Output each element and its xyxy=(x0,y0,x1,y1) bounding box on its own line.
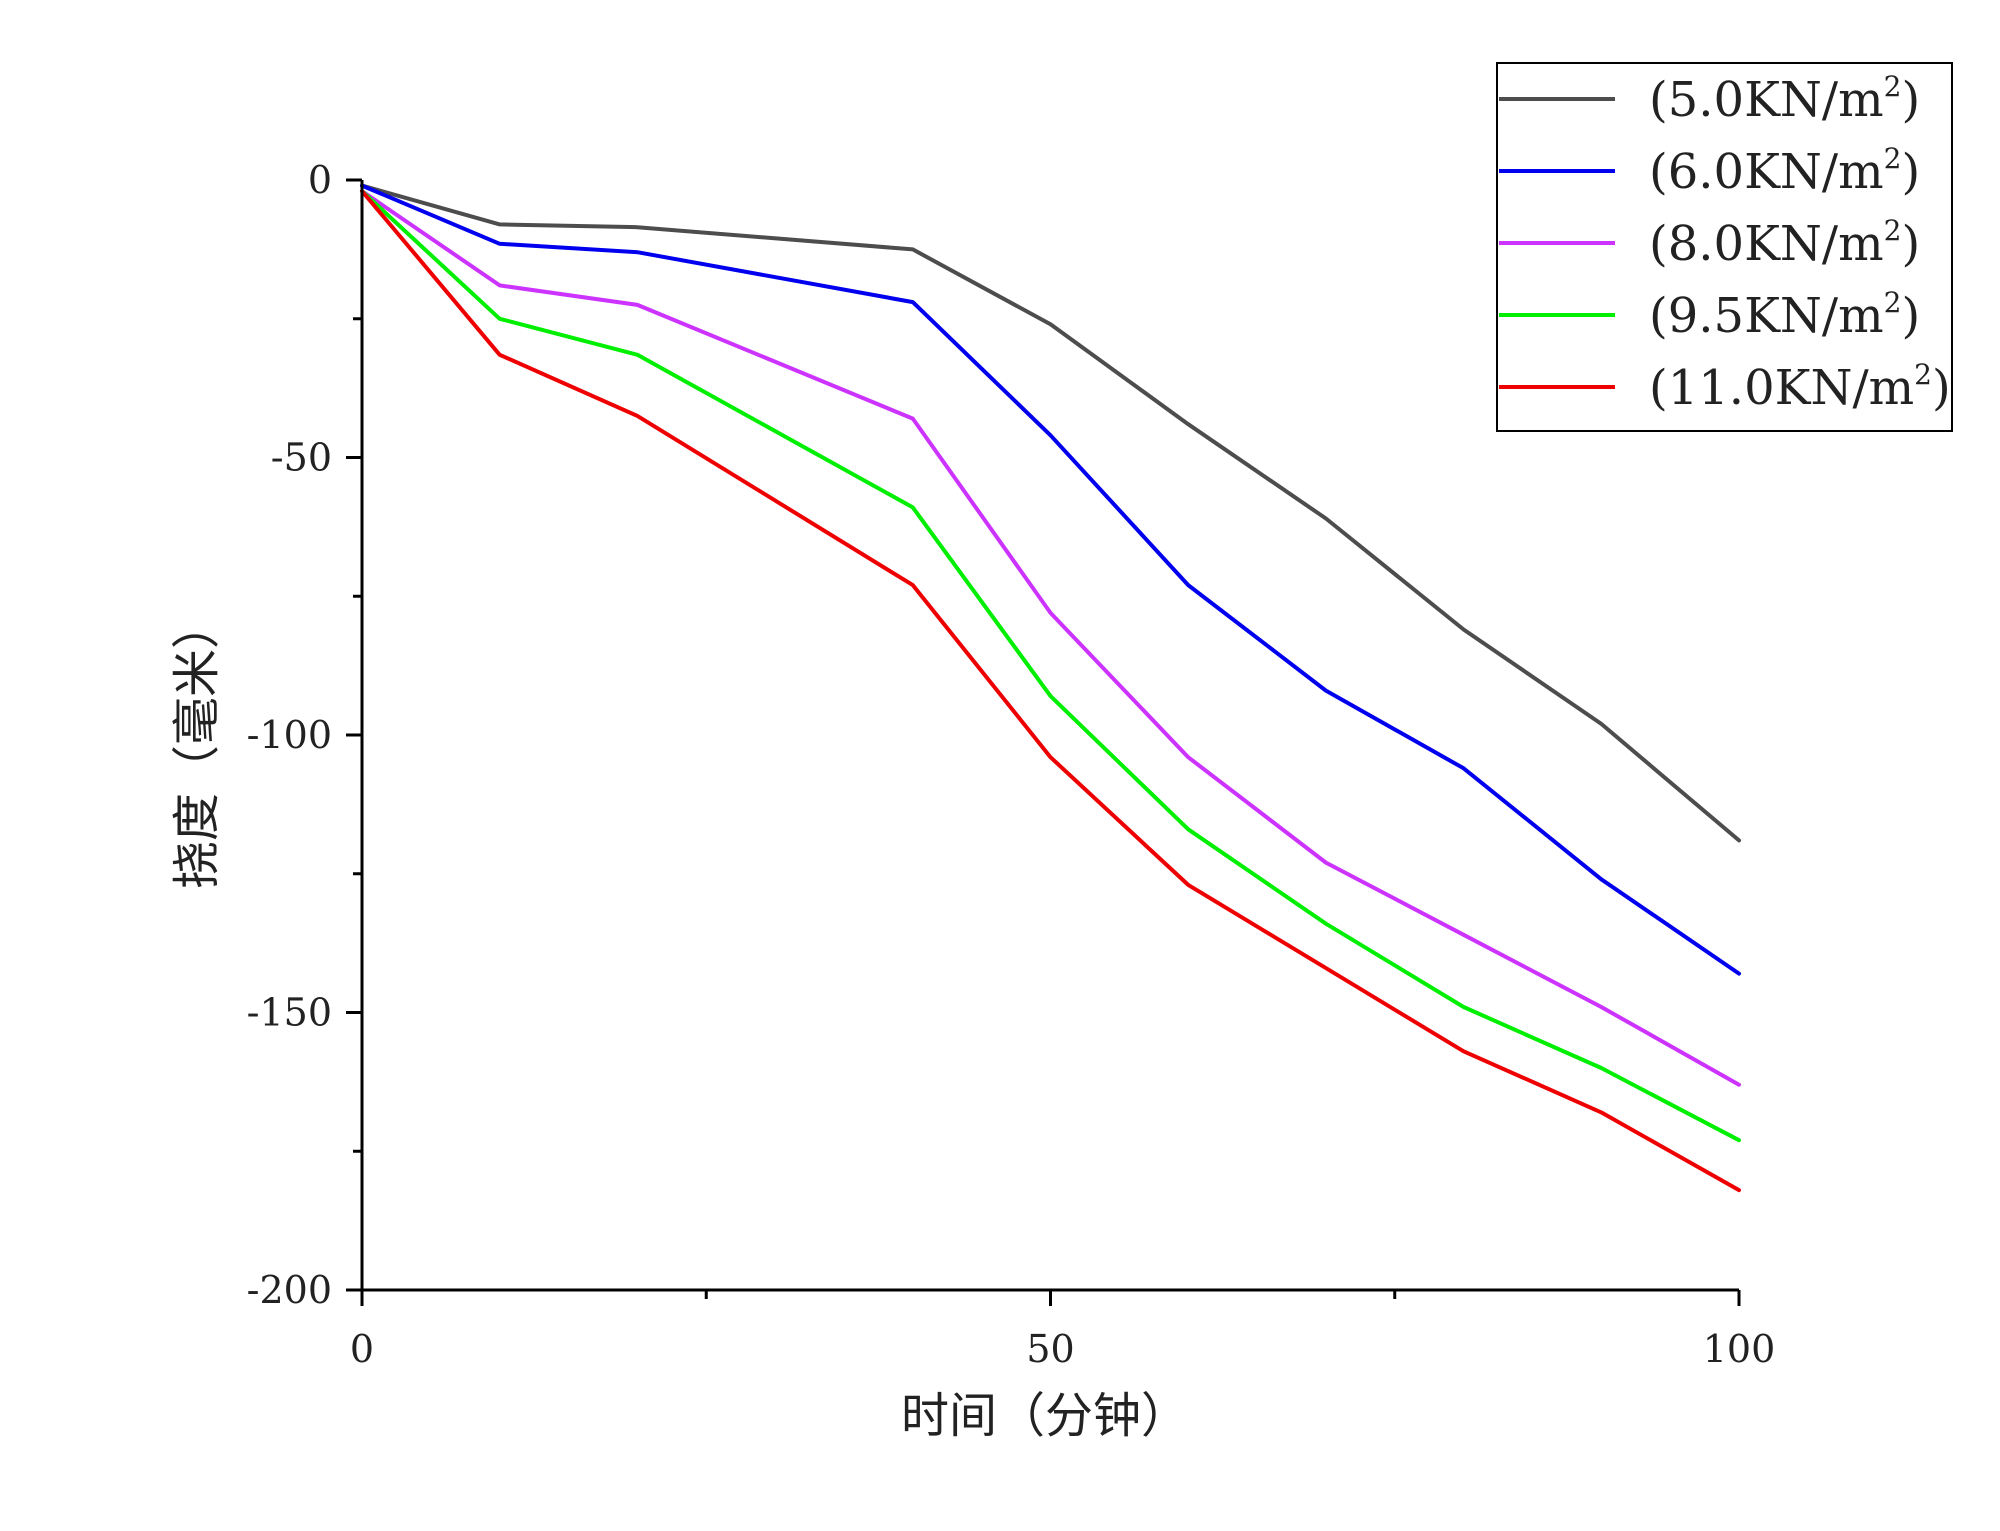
x-tick-label: 50 xyxy=(1026,1327,1074,1371)
y-tick-label: -200 xyxy=(247,1268,332,1312)
legend-label-2: (6.0KN/m2) xyxy=(1649,142,1920,200)
legend-label-1: (5.0KN/m2) xyxy=(1649,70,1920,128)
x-tick-label: 0 xyxy=(350,1327,374,1371)
y-tick-label: -100 xyxy=(247,713,332,757)
legend: (5.0KN/m2) (6.0KN/m2) (8.0KN/m2) (9.5KN/m2)… xyxy=(1496,62,1953,432)
x-tick-label: 100 xyxy=(1703,1327,1776,1371)
series-line-4 xyxy=(360,189,1741,1143)
series-line-5 xyxy=(360,189,1741,1193)
y-tick-label: 0 xyxy=(308,158,332,202)
series-line-2 xyxy=(360,183,1741,976)
series-line-3 xyxy=(360,189,1741,1087)
legend-label-5: (11.0KN/m2) xyxy=(1649,358,1951,416)
axes: 0 50 100 0 -50 -100 -150 -200 xyxy=(247,158,1776,1371)
legend-box xyxy=(1496,62,1953,432)
legend-label-4: (9.5KN/m2) xyxy=(1649,286,1920,344)
series-line-1 xyxy=(360,183,1741,843)
x-axis-title: 时间（分钟） xyxy=(901,1388,1189,1444)
y-axis-title: 挠度（毫米） xyxy=(169,601,225,889)
y-tick-label: -150 xyxy=(247,991,332,1035)
legend-label-3: (8.0KN/m2) xyxy=(1649,214,1920,272)
plot-lines xyxy=(360,183,1741,1193)
y-tick-label: -50 xyxy=(271,436,332,480)
